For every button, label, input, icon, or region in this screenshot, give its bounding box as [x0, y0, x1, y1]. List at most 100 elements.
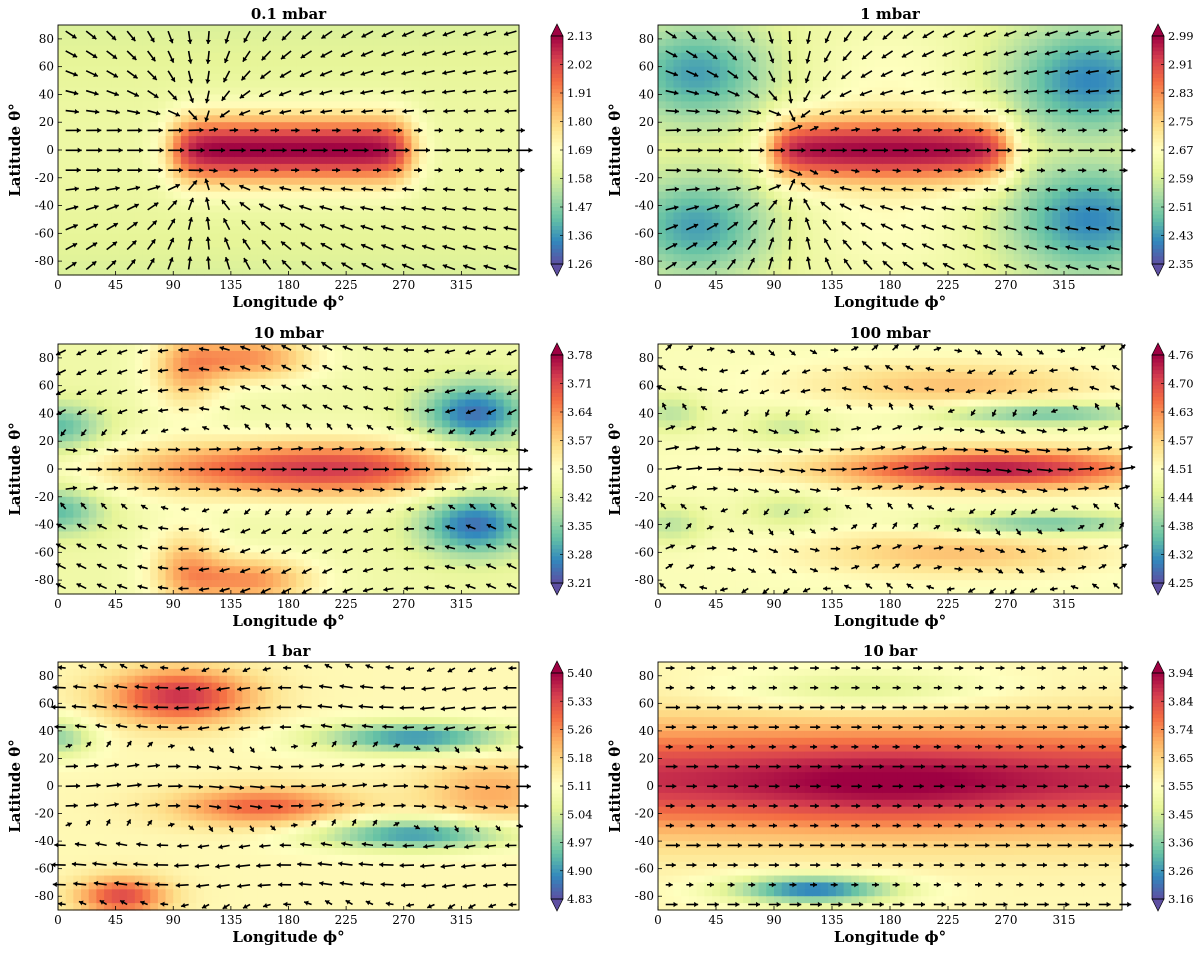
heatmap-cell [959, 226, 968, 234]
heatmap-cell [134, 150, 144, 158]
heatmap-cell [180, 115, 190, 123]
heatmap-cell [704, 184, 713, 193]
heatmap-cell [188, 66, 197, 75]
heatmap-cell [342, 254, 351, 262]
heatmap-cell [426, 108, 436, 116]
heatmap-cell [227, 247, 236, 255]
heatmap-cell [951, 25, 961, 33]
heatmap-cell [180, 226, 190, 234]
heatmap-cell [665, 219, 675, 227]
colorbar-segment [551, 138, 563, 143]
heatmap-cell [311, 226, 320, 234]
wind-vectors [65, 30, 533, 271]
heatmap-cell [758, 240, 767, 248]
heatmap-cell [998, 115, 1007, 123]
heatmap-cell [127, 177, 136, 186]
heatmap-cell [373, 129, 382, 137]
heatmap-cell [457, 66, 466, 75]
heatmap-cell [735, 198, 744, 207]
heatmap-cell [111, 115, 121, 123]
heatmap-cell [665, 198, 675, 207]
heatmap-cell [774, 31, 783, 40]
heatmap-cell [342, 129, 351, 137]
heatmap-cell [488, 156, 497, 165]
heatmap-cell [472, 25, 482, 33]
heatmap-cell [157, 122, 167, 130]
heatmap-cell [388, 261, 397, 269]
heatmap-cell [1006, 212, 1015, 221]
heatmap-cell [982, 254, 992, 262]
heatmap-cell [998, 87, 1007, 96]
heatmap-cell [890, 233, 899, 241]
heatmap-cell [897, 101, 907, 109]
heatmap-cell [951, 101, 961, 109]
heatmap-cell [998, 150, 1007, 158]
heatmap-cell [719, 108, 729, 116]
heatmap-cell [127, 115, 136, 123]
heatmap-cell [257, 191, 267, 200]
heatmap-cell [242, 205, 251, 214]
heatmap-cell [142, 31, 151, 40]
heatmap-cell [982, 38, 992, 47]
heatmap-cell [658, 254, 667, 262]
heatmap-cell [511, 240, 520, 248]
heatmap-cell [658, 31, 667, 40]
heatmap-cell [897, 45, 907, 54]
heatmap-cell [804, 191, 814, 200]
wind-arrow-head [319, 90, 325, 96]
heatmap-cell [743, 59, 752, 68]
heatmap-cell [743, 73, 752, 82]
heatmap-cell [1060, 156, 1069, 165]
heatmap-cell [1060, 94, 1069, 102]
heatmap-cell [365, 129, 374, 137]
heatmap-cell [250, 122, 259, 130]
heatmap-cell [488, 226, 497, 234]
wind-arrow-head [320, 223, 325, 229]
heatmap-cell [1029, 73, 1038, 82]
heatmap-cell [242, 150, 251, 158]
heatmap-cell [998, 226, 1007, 234]
heatmap-cell [357, 247, 366, 255]
heatmap-cell [180, 31, 190, 40]
heatmap-cell [920, 163, 930, 172]
heatmap-cell [188, 177, 197, 186]
heatmap-cell [1067, 191, 1077, 200]
heatmap-cell [1067, 170, 1077, 179]
heatmap-cell [311, 73, 320, 82]
heatmap-cell [851, 122, 860, 130]
heatmap-cell [434, 240, 443, 248]
heatmap-cell [173, 59, 182, 68]
heatmap-cell [998, 38, 1007, 47]
heatmap-cell [81, 191, 90, 200]
heatmap-cell [134, 25, 144, 33]
heatmap-cell [1091, 38, 1100, 47]
heatmap-cell [81, 80, 90, 89]
heatmap-cell [449, 156, 459, 165]
heatmap-cell [58, 94, 67, 102]
heatmap-cell [388, 156, 397, 165]
heatmap-cell [874, 226, 883, 234]
heatmap-cell [342, 122, 351, 130]
wind-arrow-head [204, 178, 210, 184]
heatmap-cell [334, 94, 343, 102]
heatmap-cell [119, 87, 128, 96]
heatmap-cell [104, 59, 113, 68]
wind-arrow-head [341, 33, 347, 38]
heatmap-cell [920, 219, 930, 227]
wind-arrow-head [187, 59, 193, 64]
heatmap-cell [696, 226, 705, 234]
heatmap-cell [1052, 261, 1061, 269]
heatmap-cell [319, 205, 328, 214]
heatmap-cell [342, 198, 351, 207]
heatmap-cell [1006, 136, 1015, 144]
heatmap-cell [326, 108, 336, 116]
heatmap-cell [688, 212, 698, 221]
heatmap-cell [1029, 219, 1038, 227]
heatmap-cell [403, 198, 413, 207]
heatmap-cell [712, 31, 721, 40]
heatmap-cell [944, 177, 953, 186]
heatmap-cell [967, 129, 976, 137]
heatmap-cell [257, 163, 267, 172]
heatmap-cell [781, 254, 791, 262]
heatmap-cell [866, 143, 876, 151]
